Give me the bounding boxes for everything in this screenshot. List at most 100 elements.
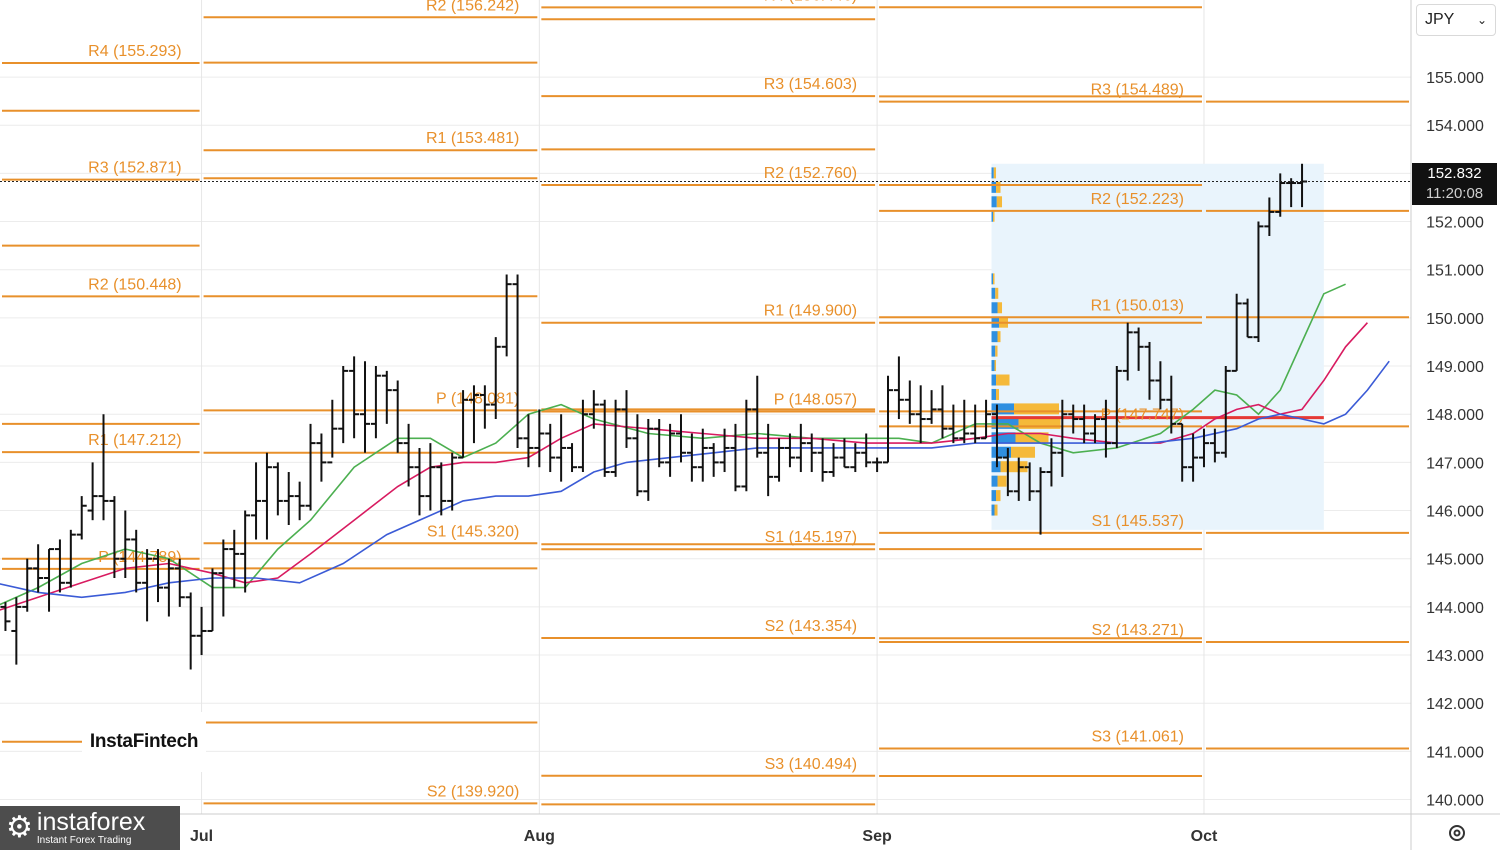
ohlc-bar [360,361,371,453]
volume-row-buy [991,167,994,179]
ohlc-bar [534,409,545,468]
ohlc-bar [294,481,305,521]
pivot-label: S3 (141.061) [1091,728,1184,745]
bar-countdown-timer: 11:20:08 [1425,185,1484,202]
pivot-label: R4 (155.293) [88,43,181,60]
volume-row-sell [1000,461,1028,473]
y-tick-label: 140.000 [1426,793,1484,810]
volume-row-buy [991,273,994,285]
ohlc-bar [1231,293,1242,372]
ohlc-bar [490,337,501,420]
ohlc-bar [0,602,11,631]
volume-row-buy [991,287,996,299]
ohlc-bar [109,496,120,578]
volume-row-sell [996,374,1010,386]
ohlc-bar [1242,298,1253,339]
volume-row-sell [996,490,1001,502]
ohlc-bar [131,529,142,593]
volume-row-buy [991,374,997,386]
ohlc-bar [479,385,490,429]
ohlc-bar [1100,399,1111,458]
ohlc-bar [251,462,262,540]
ohlc-bar [1188,433,1199,482]
ohlc-bar [654,419,665,468]
pivot-label: S1 (145.537) [1091,513,1184,530]
volume-row-buy [991,302,998,314]
y-tick-label: 154.000 [1426,118,1484,135]
ohlc-bar [741,399,752,492]
pivot-label: S3 (140.494) [765,756,858,773]
volume-row-sell [1018,417,1061,429]
ohlc-bar [937,385,948,439]
ohlc-bar [142,549,153,622]
y-tick-label: 149.000 [1426,359,1484,376]
x-tick-label: Jul [190,828,213,845]
ohlc-bar [327,399,338,464]
ohlc-bar [708,443,719,477]
volume-row-sell [997,331,1001,343]
ohlc-bar [545,423,556,473]
pivot-label: S2 (139.920) [427,783,520,800]
ohlc-bar [349,356,360,439]
ohlc-bar [643,419,654,501]
volume-row-buy [991,475,998,487]
ohlc-bar [1068,404,1079,434]
pivot-label: R1 (149.900) [764,303,857,320]
ohlc-bar [54,539,65,593]
ohlc-bar [468,385,479,444]
brand-logo: ⚙ instaforex Instant Forex Trading [0,806,180,850]
y-tick-label: 147.000 [1426,455,1484,472]
ohlc-bar [686,433,697,482]
ohlc-bar [403,423,414,487]
ohlc-bar [196,606,207,656]
pivot-label: R1 (150.013) [1091,297,1184,314]
volume-row-sell [994,360,997,372]
ohlc-bar [893,356,904,420]
logo-tagline: Instant Forex Trading [36,835,132,846]
ohlc-bar [763,423,774,497]
ohlc-bar [370,366,381,439]
ohlc-bar [1286,178,1297,208]
y-tick-label: 141.000 [1426,744,1484,761]
pivot-label: R4 (156.446) [764,0,857,4]
ohlc-bar [981,399,992,440]
ohlc-bar [392,380,403,453]
pivot-label: S2 (143.271) [1091,622,1184,639]
ohlc-bar [730,423,741,492]
ohlc-bar [991,404,1002,468]
y-tick-label: 152.000 [1426,215,1484,232]
x-tick-label: Oct [1191,828,1218,845]
ohlc-bar [806,433,817,473]
volume-row-sell [993,273,995,285]
ohlc-bar [675,414,686,463]
pivot-label: R2 (156.242) [426,0,519,14]
gear-icon[interactable] [1446,822,1468,844]
ohlc-bar [76,496,87,540]
ohlc-bar [1133,327,1144,371]
ohlc-bar [632,414,643,497]
ohlc-bar [665,423,676,477]
x-tick-label: Aug [524,828,555,845]
ohlc-bar [861,433,872,468]
gear-logo-icon: ⚙ [6,811,33,844]
pivot-label: R3 (152.871) [88,160,181,177]
pivot-label: S1 (145.197) [765,529,858,546]
ohlc-bar [588,390,599,429]
ohlc-bar [839,438,850,469]
volume-row-sell [996,388,1000,400]
ohlc-bar [904,380,915,424]
currency-select[interactable]: JPY ⌄ [1416,4,1496,36]
ohlc-bar [1090,414,1101,444]
ohlc-bar [174,558,185,607]
ohlc-bar [1024,462,1035,501]
ohlc-bar [261,452,272,540]
ohlc-bar [1111,366,1122,448]
ohlc-bar [915,385,926,444]
watermark-label: InstaFintech [82,712,206,772]
ohlc-bar [774,438,785,482]
pivot-label: R2 (152.223) [1091,191,1184,208]
ohlc-bar [1253,221,1264,342]
ohlc-bar [1264,197,1275,237]
volume-row-sell [997,302,1003,314]
